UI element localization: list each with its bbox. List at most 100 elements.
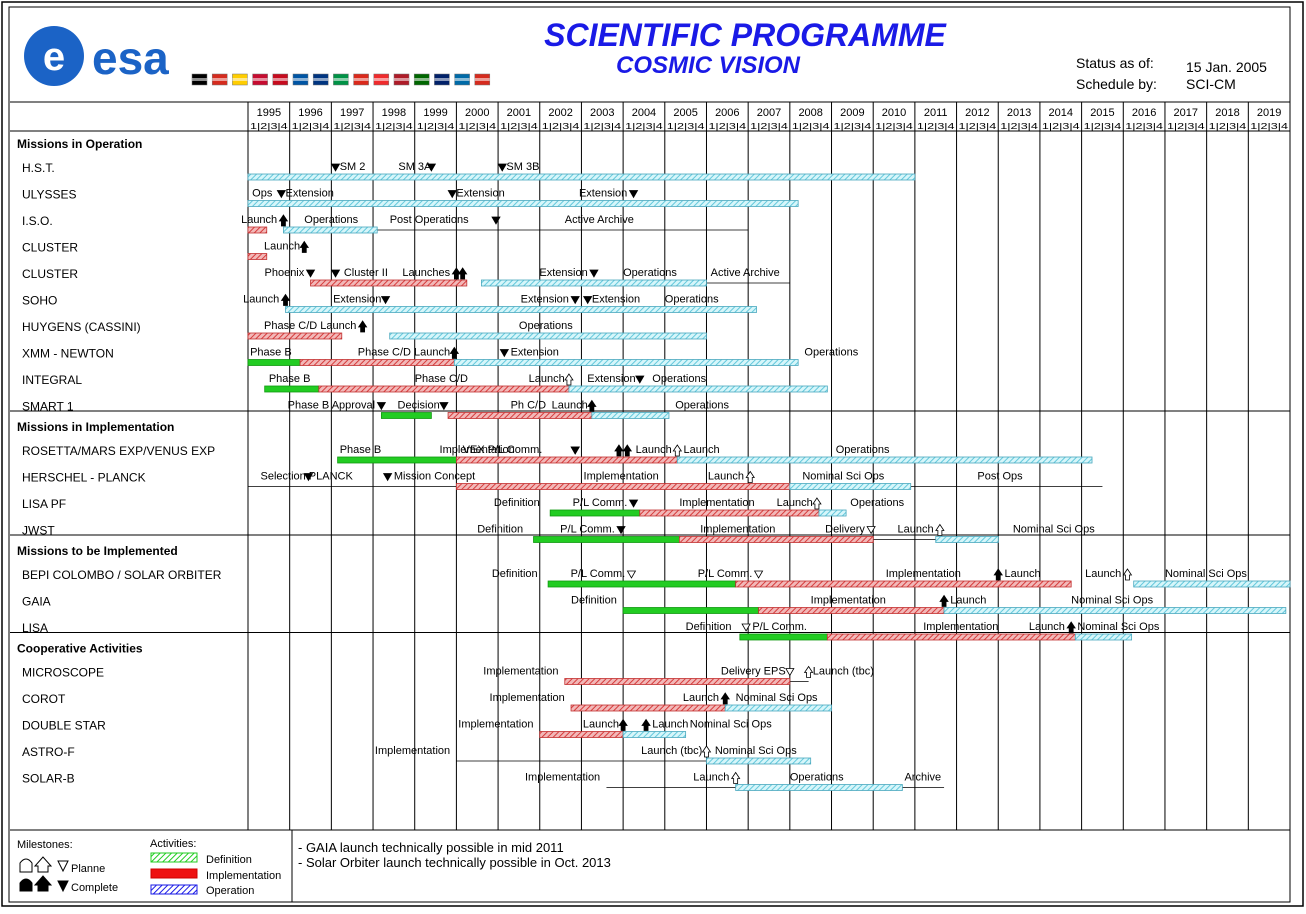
- operation-bar: [706, 757, 812, 765]
- phase-label: Nominal Sci Ops: [690, 719, 772, 731]
- milestone-label: Launches: [402, 267, 450, 279]
- milestone-label: Launch: [777, 497, 813, 509]
- year-tick-label: 2008: [798, 107, 822, 119]
- mission-name: DOUBLE STAR: [22, 719, 106, 733]
- year-tick-label: 2003: [590, 107, 614, 119]
- phase-label: Operations: [623, 267, 677, 279]
- phase-label: Nominal Sci Ops: [1013, 524, 1095, 536]
- section: Missions in Operation H.S.T. SM 2 SM 3A SM 3…: [17, 137, 916, 419]
- phase-label: Phase B: [269, 373, 311, 385]
- section-title: Missions in Operation: [17, 137, 142, 151]
- milestone-label: Launch: [1004, 568, 1040, 580]
- mission-row: I.S.O. Operations Post Operations Active Ar…: [22, 214, 749, 234]
- milestone-arrow-icon: [280, 293, 291, 306]
- phase-label: Implementation: [375, 745, 450, 757]
- phase-label: Definition: [686, 621, 732, 633]
- quarter-tick-label: 1|2|3|4: [1250, 121, 1288, 131]
- quarter-tick-label: 1|2|3|4: [250, 121, 288, 131]
- legend-milestones-label: Milestones:: [17, 839, 73, 851]
- milestone-triangle-icon: [382, 473, 393, 482]
- phase-label: Implementation: [923, 621, 998, 633]
- mission-row: GAIA Definition Implementation Nominal Sci …: [22, 595, 1287, 614]
- mission-row: LISA Definition Implementation Nominal Sci …: [22, 621, 1160, 641]
- milestone-arrow-icon: [1066, 621, 1076, 634]
- implementation-bar: [678, 536, 874, 543]
- mission-row: ROSETTA/MARS EXP/VENUS EXP Phase B VEX P/L…: [22, 444, 1093, 464]
- phase-label: Archive: [904, 772, 941, 784]
- milestone-triangle-icon: [589, 269, 599, 278]
- milestone-arrow-icon: [812, 497, 822, 510]
- legend-planned-triangle-icon: [57, 860, 69, 873]
- quarter-tick-label: 1|2|3|4: [292, 121, 330, 131]
- flag-stripe-icon: [293, 78, 308, 81]
- operation-bar: [247, 173, 916, 181]
- implementation-bar: [455, 483, 791, 490]
- milestone-label: Launch (tbc): [641, 745, 702, 757]
- flag-stripe-icon: [333, 78, 349, 81]
- implementation-bar: [247, 332, 343, 340]
- milestone-label: Launch: [684, 444, 720, 456]
- milestone-label: Delivery: [825, 524, 865, 536]
- mission-name: HUYGENS (CASSINI): [22, 320, 141, 334]
- milestone-triangle-icon: [628, 190, 639, 199]
- milestone-arrow-icon: [730, 771, 741, 784]
- implementation-bar: [826, 633, 1076, 641]
- operation-bar: [591, 412, 670, 419]
- milestone-label: Launch: [652, 719, 688, 731]
- milestone-triangle-icon: [635, 375, 645, 384]
- quarter-tick-label: 1|2|3|4: [458, 121, 496, 131]
- operation-bar: [1133, 580, 1291, 588]
- milestone-triangle-icon: [380, 296, 391, 305]
- year-tick-label: 2017: [1174, 107, 1198, 119]
- operation-bar: [676, 456, 1093, 464]
- legend-complete-label: Complete: [71, 882, 118, 894]
- milestone-triangle-icon: [499, 349, 510, 358]
- milestone-triangle-icon: [866, 526, 876, 535]
- schedule-value: SCI-CM: [1186, 76, 1236, 92]
- milestone-arrow-icon: [672, 444, 683, 457]
- milestone-triangle-icon: [330, 269, 341, 278]
- milestone-label: Extension: [539, 267, 587, 279]
- phase-label: Phase B: [250, 347, 292, 359]
- phase-label: Active Archive: [565, 214, 634, 226]
- milestone-arrow-icon: [587, 399, 597, 412]
- milestone-arrow-icon: [299, 240, 310, 253]
- mission-name: I.S.O.: [22, 214, 53, 228]
- milestone-label: Extension: [587, 373, 635, 385]
- year-tick-label: 2004: [632, 107, 656, 119]
- milestone-arrow-icon: [614, 444, 624, 457]
- year-tick-label: 2010: [882, 107, 906, 119]
- mission-row: HUYGENS (CASSINI) Operations Phase C/D Lau…: [22, 320, 707, 340]
- legend-definition-label: Definition: [206, 854, 252, 866]
- milestone-label: Extension: [333, 294, 381, 306]
- mission-rows: Missions in Operation H.S.T. SM 2 SM 3A SM 3…: [17, 137, 1291, 791]
- quarter-tick-label: 1|2|3|4: [375, 121, 413, 131]
- milestone-label: Extension: [286, 188, 334, 200]
- phase-label: Definition: [492, 568, 538, 580]
- timeline-grid: [10, 101, 1290, 830]
- phase-label: Nominal Sci Ops: [1077, 621, 1159, 633]
- quarter-tick-label: 1|2|3|4: [1125, 121, 1163, 131]
- quarter-tick-label: 1|2|3|4: [625, 121, 663, 131]
- flag-stripe-icon: [454, 78, 470, 81]
- member-flags: [191, 73, 491, 86]
- implementation-bar: [539, 731, 624, 738]
- year-tick-label: 2018: [1215, 107, 1239, 119]
- mission-name: SOHO: [22, 294, 57, 308]
- mission-row: SOHO Operations Launch Extension Extension Ex…: [22, 293, 757, 313]
- milestone-label: Launch: [1085, 568, 1121, 580]
- milestone-label: P/L Comm.: [571, 568, 626, 580]
- mission-name: BEPI COLOMBO / SOLAR ORBITER: [22, 568, 222, 582]
- year-tick-label: 2014: [1049, 107, 1073, 119]
- milestone-label: SM 3B: [506, 161, 539, 173]
- flag-stripe-icon: [434, 78, 450, 81]
- milestone-label: Launch: [950, 595, 986, 607]
- section: Missions to be Implemented BEPI COLOMBO /…: [17, 544, 1291, 641]
- mission-name: JWST: [22, 524, 55, 538]
- mission-row: BEPI COLOMBO / SOLAR ORBITER Definition Im…: [22, 568, 1291, 588]
- definition-bar: [739, 633, 828, 641]
- flag-stripe-icon: [353, 78, 369, 81]
- flag-stripe-icon: [373, 78, 389, 81]
- phase-label: Implementation: [483, 666, 558, 678]
